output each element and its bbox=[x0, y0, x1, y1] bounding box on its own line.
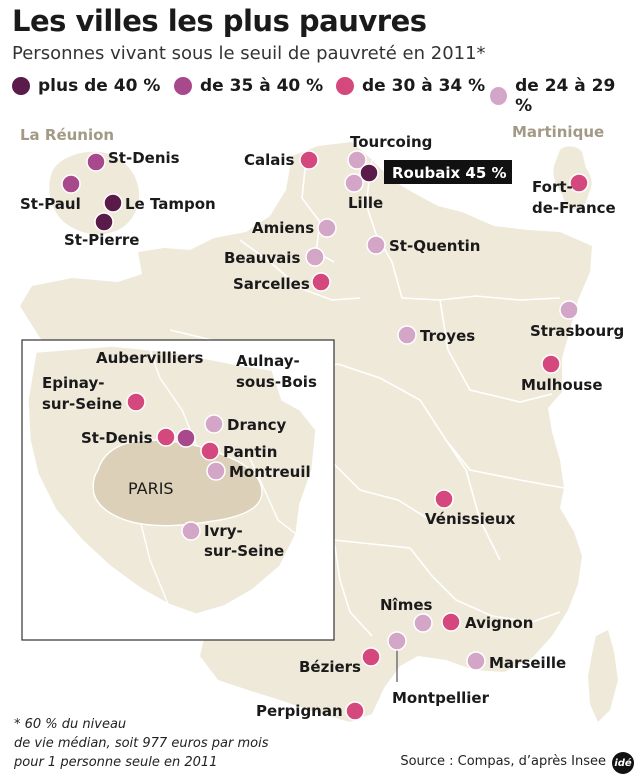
legend-dot-icon bbox=[490, 87, 508, 105]
marker-amiens bbox=[317, 218, 337, 238]
label-sarcelles: Sarcelles bbox=[233, 275, 310, 293]
label-ivry-2: sur-Seine bbox=[204, 542, 284, 560]
reunion-island bbox=[49, 151, 140, 235]
legend-item-35-40: de 35 à 40 % bbox=[174, 76, 323, 96]
label-st-denis-reunion: St-Denis bbox=[108, 149, 180, 167]
label-pantin: Pantin bbox=[223, 443, 277, 461]
marker-st-pierre bbox=[94, 212, 114, 232]
legend-dot-icon bbox=[12, 77, 30, 95]
marker-troyes bbox=[397, 325, 417, 345]
corsica-island bbox=[588, 630, 618, 722]
label-perpignan: Perpignan bbox=[256, 702, 343, 720]
legend-item-30-34: de 30 à 34 % bbox=[336, 76, 485, 96]
page-subtitle: Personnes vivant sous le seuil de pauvre… bbox=[12, 43, 486, 64]
footnote-line-1: * 60 % du niveau bbox=[14, 717, 127, 732]
label-montreuil: Montreuil bbox=[229, 463, 311, 481]
marker-calais bbox=[299, 150, 319, 170]
marker-montpellier bbox=[387, 631, 407, 651]
label-nimes: Nîmes bbox=[380, 596, 432, 614]
label-avignon: Avignon bbox=[465, 614, 533, 632]
marker-fort-de-france bbox=[569, 173, 589, 193]
label-lille: Lille bbox=[348, 194, 383, 212]
marker-ivry bbox=[181, 521, 201, 541]
label-st-quentin: St-Quentin bbox=[389, 237, 480, 255]
label-fort-de-france-2: de-France bbox=[532, 199, 616, 217]
roubaix-highlight-label: Roubaix 45 % bbox=[392, 164, 507, 182]
label-drancy: Drancy bbox=[227, 416, 287, 434]
label-amiens: Amiens bbox=[252, 219, 314, 237]
label-aulnay-1: Aulnay- bbox=[236, 352, 300, 370]
marker-st-denis-reunion bbox=[86, 152, 106, 172]
legend: plus de 40 % de 35 à 40 % de 30 à 34 % d… bbox=[12, 76, 632, 116]
marker-nimes bbox=[413, 613, 433, 633]
label-mulhouse: Mulhouse bbox=[521, 376, 603, 394]
idf-borders bbox=[139, 349, 297, 605]
label-st-denis-idf: St-Denis bbox=[81, 429, 153, 447]
marker-le-tampon bbox=[103, 193, 123, 213]
label-calais: Calais bbox=[244, 151, 295, 169]
marker-strasbourg bbox=[559, 300, 579, 320]
label-ivry-1: Ivry- bbox=[204, 522, 243, 540]
marker-aubervilliers bbox=[176, 428, 196, 448]
label-venissieux: Vénissieux bbox=[425, 510, 516, 528]
marker-perpignan bbox=[345, 701, 365, 721]
label-strasbourg: Strasbourg bbox=[530, 322, 624, 340]
label-marseille: Marseille bbox=[489, 654, 566, 672]
marker-beziers bbox=[361, 647, 381, 667]
legend-label: de 24 à 29 % bbox=[515, 76, 616, 116]
footnote-line-2: de vie médian, soit 977 euros par mois bbox=[14, 736, 269, 751]
label-le-tampon: Le Tampon bbox=[125, 195, 216, 213]
paris-label: PARIS bbox=[128, 479, 174, 498]
legend-label: de 30 à 34 % bbox=[362, 76, 486, 96]
label-aubervilliers: Aubervilliers bbox=[96, 349, 204, 367]
marker-marseille bbox=[466, 651, 486, 671]
label-st-paul: St-Paul bbox=[20, 195, 81, 213]
label-fort-de-france-1: Fort- bbox=[532, 178, 573, 196]
legend-label: plus de 40 % bbox=[38, 76, 161, 96]
label-epinay-1: Epinay- bbox=[42, 374, 104, 392]
martinique-label: Martinique bbox=[512, 123, 604, 141]
reunion-label: La Réunion bbox=[20, 126, 114, 144]
legend-dot-icon bbox=[174, 77, 192, 95]
marker-drancy bbox=[204, 414, 224, 434]
marker-sarcelles bbox=[311, 272, 331, 292]
label-tourcoing: Tourcoing bbox=[350, 133, 432, 151]
marker-mulhouse bbox=[541, 354, 561, 374]
marker-pantin bbox=[200, 441, 220, 461]
label-st-pierre: St-Pierre bbox=[64, 231, 139, 249]
publisher-logo: idé bbox=[612, 752, 634, 774]
legend-item-24-29: de 24 à 29 % bbox=[490, 76, 632, 116]
page-title: Les villes les plus pauvres bbox=[12, 4, 427, 38]
legend-item-over-40: plus de 40 % bbox=[12, 76, 160, 96]
legend-label: de 35 à 40 % bbox=[200, 76, 324, 96]
paris-area bbox=[92, 439, 263, 527]
footnote: * 60 % du niveau de vie médian, soit 977… bbox=[14, 715, 268, 772]
marker-st-paul bbox=[61, 174, 81, 194]
roubaix-highlight-box bbox=[384, 160, 512, 184]
label-beauvais: Beauvais bbox=[224, 249, 300, 267]
marker-lille bbox=[344, 173, 364, 193]
city-markers bbox=[61, 150, 589, 721]
legend-dot-icon bbox=[336, 77, 354, 95]
marker-avignon bbox=[441, 612, 461, 632]
marker-st-quentin bbox=[366, 235, 386, 255]
marker-epinay bbox=[126, 392, 146, 412]
marker-st-denis-idf bbox=[156, 427, 176, 447]
label-aulnay-2: sous-Bois bbox=[236, 373, 317, 391]
marker-tourcoing bbox=[347, 150, 367, 170]
marker-venissieux bbox=[434, 489, 454, 509]
marker-roubaix bbox=[359, 163, 379, 183]
label-beziers: Béziers bbox=[299, 658, 361, 676]
label-troyes: Troyes bbox=[420, 327, 475, 345]
source-credit: Source : Compas, d’après Insee bbox=[400, 754, 606, 769]
label-epinay-2: sur-Seine bbox=[42, 395, 122, 413]
marker-beauvais bbox=[305, 247, 325, 267]
footnote-line-3: pour 1 personne seule en 2011 bbox=[14, 755, 218, 770]
label-montpellier: Montpellier bbox=[392, 689, 490, 707]
marker-montreuil bbox=[206, 461, 226, 481]
